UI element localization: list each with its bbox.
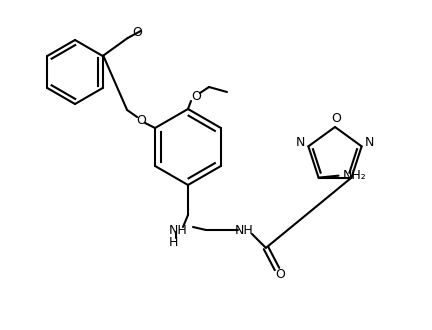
Text: O: O [275, 268, 285, 280]
Text: NH: NH [168, 223, 187, 237]
Text: NH₂: NH₂ [343, 169, 366, 182]
Text: NH: NH [235, 223, 254, 237]
Text: N: N [295, 136, 305, 149]
Text: O: O [132, 26, 142, 40]
Text: N: N [365, 136, 374, 149]
Text: H: H [168, 237, 178, 249]
Text: O: O [331, 113, 341, 125]
Text: O: O [191, 89, 201, 103]
Text: O: O [136, 114, 146, 126]
